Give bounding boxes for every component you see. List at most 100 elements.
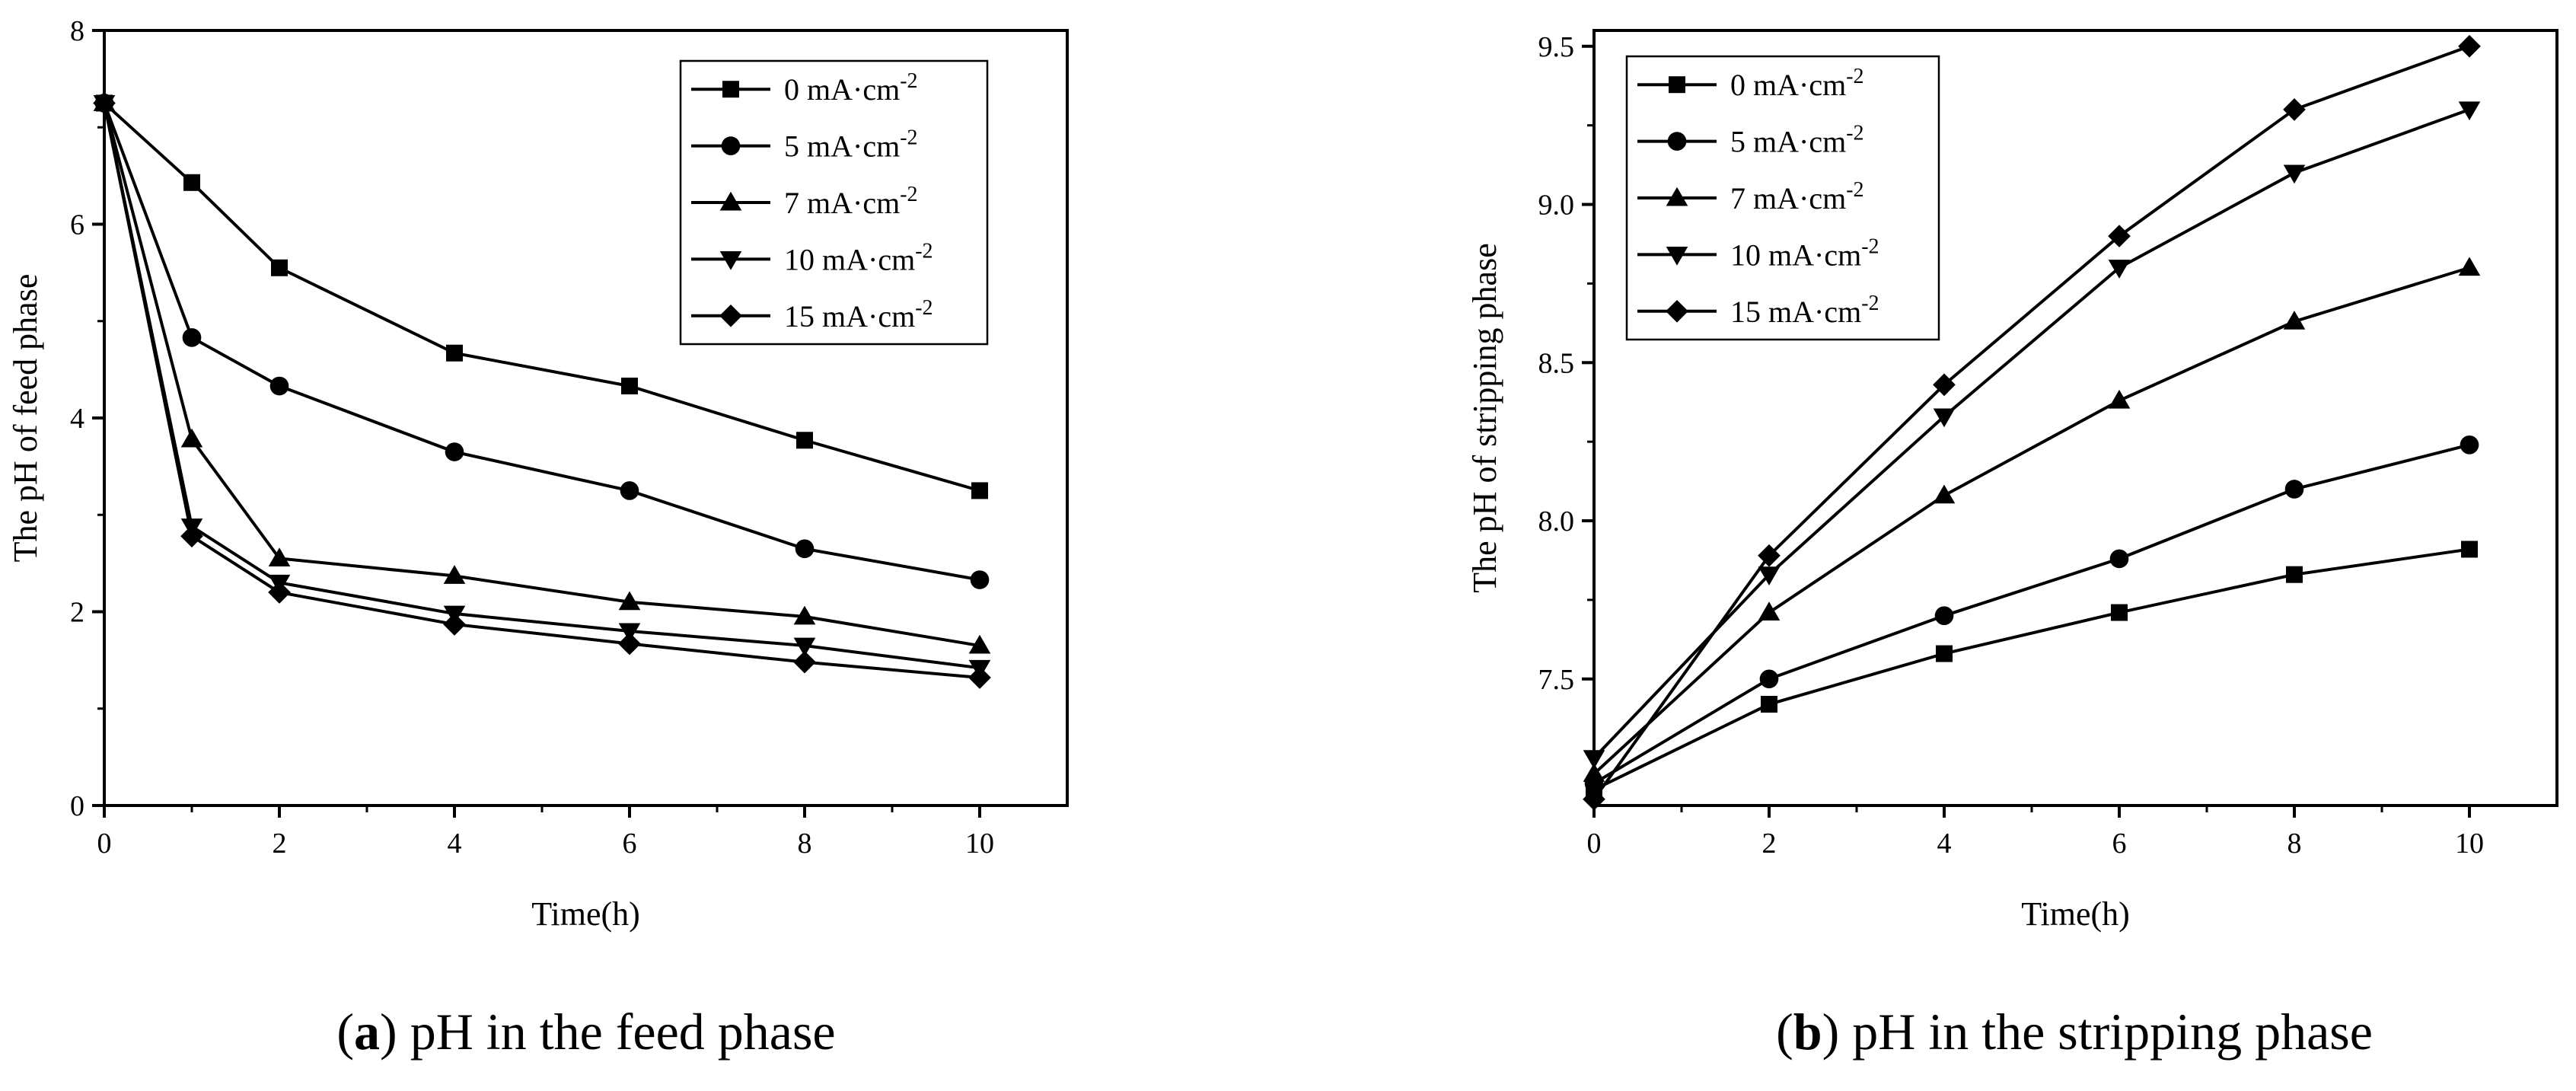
chart-a-legend-marker (721, 136, 741, 155)
chart-b-legend-label-superscript: -2 (1846, 178, 1863, 202)
chart-a-legend-label-text: 10 mA·cm (784, 242, 915, 276)
chart-b-y-axis-label: The pH of stripping phase (1466, 243, 1503, 592)
chart-b-caption-part-0: ( (1776, 1003, 1793, 1061)
chart-b-series-0-point (2111, 604, 2128, 621)
chart-b-caption-part-1: b (1793, 1003, 1822, 1061)
chart-a-series-0-point (446, 344, 463, 362)
chart-b-y-tick-label: 8.5 (1538, 347, 1575, 379)
chart-b-legend-label-text: 7 mA·cm (1730, 181, 1846, 215)
chart-b-series-3-point (1583, 750, 1605, 769)
chart-a-legend-label-text: 15 mA·cm (784, 299, 915, 333)
chart-a-y-tick-label: 4 (70, 403, 84, 435)
chart-a-series-1-point (269, 376, 289, 396)
chart-a-series-0-point (183, 174, 200, 191)
chart-b-series-line-2 (1592, 266, 2470, 775)
chart-b-y-tick-label: 8.0 (1538, 506, 1575, 538)
chart-b-x-axis-label: Time(h) (2021, 895, 2130, 933)
chart-b-series-line-0 (1593, 547, 2470, 792)
chart-a-series-2-point (793, 605, 816, 625)
chart-b-x-tick-label: 4 (1937, 828, 1952, 860)
chart-a-y-tick-label: 0 (70, 790, 84, 822)
chart-a-series-0-point (621, 378, 638, 395)
chart-a-legend-label-text: 0 mA·cm (784, 72, 900, 107)
chart-a-y-tick-label: 2 (70, 597, 84, 629)
chart-b-series-0-point (2461, 541, 2478, 558)
chart-b-x-tick-label: 2 (1762, 828, 1777, 860)
chart-b-series-4-point (1933, 373, 1956, 397)
chart-a-legend-marker (719, 250, 742, 270)
chart-a-series-2-point (968, 634, 991, 654)
chart-a-series-0-point (971, 482, 988, 499)
chart-a-series-4-point (180, 525, 203, 548)
chart-b-series-3-point (1933, 408, 1956, 428)
chart-a-series-2-point (268, 547, 291, 566)
chart-b-series-1-point (2109, 549, 2129, 569)
chart-a-x-tick-label: 10 (965, 828, 994, 860)
chart-a-legend-label: 5 mA·cm-2 (784, 126, 918, 164)
chart-b-legend-label-text: 0 mA·cm (1730, 68, 1846, 102)
chart-a-series-0-point (796, 432, 813, 449)
chart-a-legend-label: 0 mA·cm-2 (784, 69, 918, 107)
chart-a-caption-part-0: ( (336, 1003, 354, 1061)
chart-b-legend-label-superscript: -2 (1861, 234, 1879, 258)
chart-a-series-0-point (271, 259, 288, 276)
chart-b-series-3-point (1758, 566, 1781, 585)
chart-b-series-1-point (1934, 606, 1954, 626)
chart-b-x-tick-label: 0 (1587, 828, 1602, 860)
chart-a-series-3-point (793, 637, 816, 657)
chart-a-series-1-point (620, 481, 639, 500)
chart-b-series-2-point (2283, 310, 2306, 330)
chart-a-series-2-point (180, 428, 203, 448)
chart-b-series-4-point (1583, 787, 1605, 811)
chart-a-legend-marker (722, 81, 739, 98)
chart-a-y-tick-label: 8 (70, 15, 84, 47)
chart-b-legend-label: 15 mA·cm-2 (1730, 292, 1879, 329)
chart-a-legend-label-superscript: -2 (915, 296, 933, 320)
chart-a-legend-label-superscript: -2 (900, 69, 917, 93)
chart-a-legend-label-superscript: -2 (900, 183, 917, 206)
chart-a-series-2-point (618, 591, 641, 611)
chart-b-series-2-point (1758, 601, 1781, 620)
chart-a-series-1-point (795, 539, 815, 559)
chart-b-legend-marker (1667, 132, 1687, 151)
chart-b-legend-label-text: 15 mA·cm (1730, 295, 1861, 329)
chart-a-legend-label-text: 5 mA·cm (784, 129, 900, 164)
chart-a-series-1-point (182, 328, 202, 347)
chart-b-series-2-point (1583, 763, 1605, 782)
chart-a-caption: (a) pH in the feed phase (336, 1003, 835, 1061)
chart-b-series-4-point (2283, 98, 2306, 121)
chart-b-series-1-point (1759, 669, 1779, 689)
chart-a-series-4-point (268, 581, 291, 604)
chart-a-x-axis-label: Time(h) (531, 895, 640, 933)
chart-b-legend-marker (1669, 76, 1685, 94)
chart-a-legend-label: 10 mA·cm-2 (784, 239, 933, 276)
chart-b-legend-label: 5 mA·cm-2 (1730, 122, 1864, 159)
chart-b-series-3-point (2458, 101, 2481, 121)
chart-a-legend-label-text: 7 mA·cm (784, 186, 900, 220)
chart-a-series-2-point (443, 565, 466, 584)
chart-b-legend-label-text: 10 mA·cm (1730, 238, 1861, 272)
chart-a-legend-marker (719, 191, 742, 211)
chart-b-series-line-1 (1592, 443, 2470, 785)
chart-a-legend-marker (719, 304, 742, 327)
chart-b-series-0-point (1936, 645, 1953, 662)
chart-b-caption: (b) pH in the stripping phase (1776, 1003, 2373, 1061)
chart-a-series-4-point (443, 613, 466, 636)
chart-b-series-1-point (2284, 480, 2304, 499)
chart-b-y-tick-label: 7.5 (1538, 664, 1575, 696)
chart-b-x-tick-label: 10 (2455, 828, 2484, 860)
chart-b-series-2-point (1933, 484, 1956, 504)
chart-b-legend-label: 0 mA·cm-2 (1730, 65, 1864, 102)
chart-b-legend-label-text: 5 mA·cm (1730, 125, 1846, 159)
chart-b-legend-label: 7 mA·cm-2 (1730, 178, 1864, 215)
chart-b-legend-marker (1666, 299, 1688, 323)
chart-b-series-3-point (2283, 164, 2306, 184)
chart-b-series-4-point (2458, 34, 2481, 58)
chart-b-legend-label-superscript: -2 (1846, 122, 1863, 145)
chart-b-x-tick-label: 8 (2287, 828, 2302, 860)
chart-b-series-0-point (2286, 566, 2303, 583)
chart-b-legend-label-superscript: -2 (1846, 65, 1863, 88)
chart-a-x-tick-label: 4 (448, 828, 462, 860)
chart-b-legend-label: 10 mA·cm-2 (1730, 234, 1879, 272)
chart-b: 0 2 4 6 8 10 7.5 8.0 8.5 9.0 9.5 Time(h) The pH of s… (1466, 29, 2558, 1061)
